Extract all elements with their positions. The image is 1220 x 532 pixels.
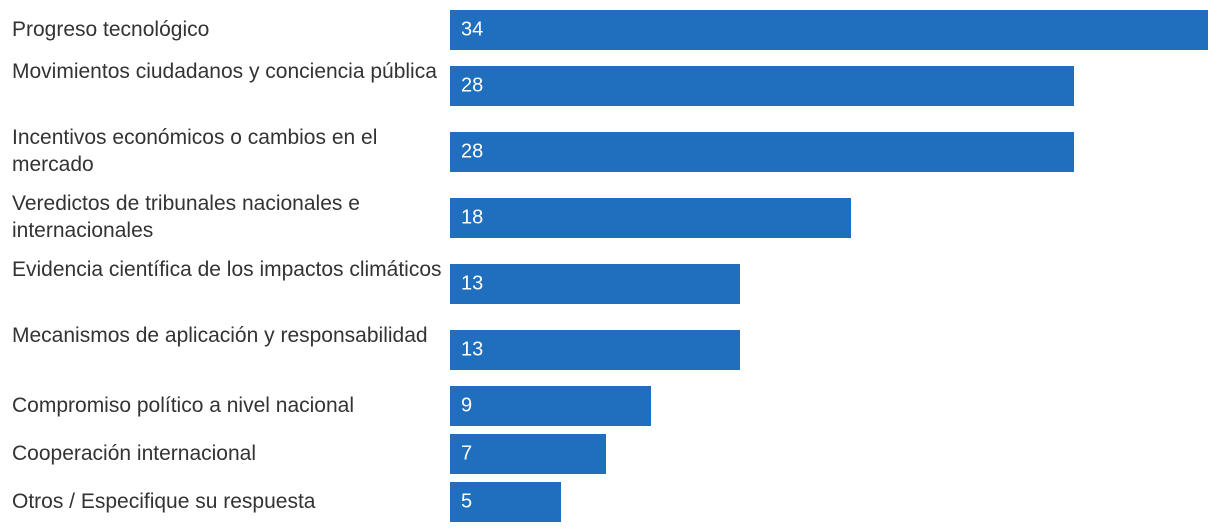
category-label: Movimientos ciudadanos y conciencia públ… [12,60,437,83]
category-label: Progreso tecnológico [12,17,210,41]
bar-value-label: 5 [461,490,473,513]
bar-value-label: 13 [461,272,484,295]
bar: 9 [450,386,651,426]
bar: 28 [450,66,1074,106]
bar-value-label: 18 [461,206,484,229]
bar-value-label: 34 [461,18,484,41]
category-label: Otros / Especifique su respuesta [12,489,316,513]
bar: 34 [450,10,1208,50]
bar-value-label: 7 [461,442,473,465]
bar: 28 [450,132,1074,172]
category-label: Cooperación internacional [12,441,256,465]
bar: 18 [450,198,851,238]
bar: 13 [450,264,740,304]
bar: 7 [450,434,606,474]
category-label: Evidencia científica de los impactos cli… [12,258,442,281]
bar-value-label: 28 [461,74,484,97]
bar: 13 [450,330,740,370]
bar-value-label: 13 [461,338,484,361]
category-label: Compromiso político a nivel nacional [12,393,354,417]
bar-value-label: 28 [461,140,484,163]
bar: 5 [450,482,561,522]
category-label: Incentivos económicos o cambios en el me… [12,126,378,176]
category-label: Veredictos de tribunales nacionales e in… [12,192,360,242]
bar-value-label: 9 [461,394,473,417]
category-label: Mecanismos de aplicación y responsabilid… [12,324,428,347]
